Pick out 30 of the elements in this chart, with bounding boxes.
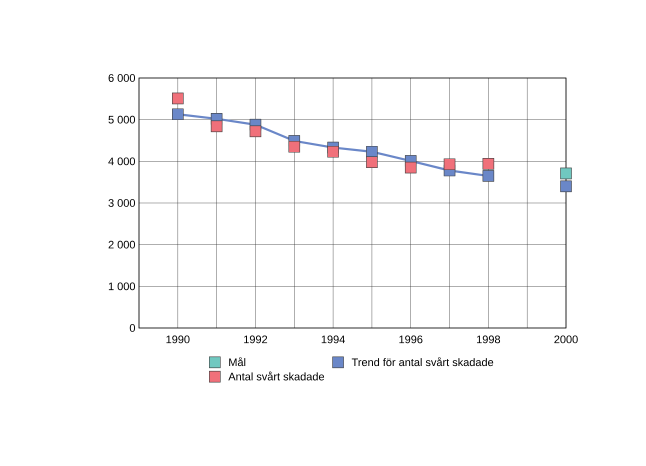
point	[210, 120, 222, 132]
point	[172, 92, 184, 104]
point	[560, 180, 572, 192]
point	[366, 146, 378, 158]
y-tick-label: 2 000	[108, 240, 136, 249]
point	[288, 140, 300, 153]
y-tick-label: 1 000	[108, 282, 136, 290]
point	[482, 158, 494, 170]
y-tick-label: 6 000	[108, 74, 136, 82]
point	[444, 158, 456, 170]
point	[366, 156, 378, 168]
legend-label: Mål	[229, 357, 246, 366]
point	[560, 168, 572, 180]
x-tick-label: 1998	[477, 336, 500, 344]
legend-label: Antal svårt skadade	[228, 372, 324, 380]
y-tick-label: 5 000	[108, 116, 136, 124]
point	[250, 126, 262, 138]
x-tick-label: 2000	[554, 336, 578, 344]
x-tick-label: 1992	[244, 336, 268, 344]
point	[327, 146, 339, 158]
x-tick-label: 1994	[322, 336, 345, 344]
x-tick-label: 1996	[399, 336, 422, 344]
y-tick-label: 3 000	[108, 199, 136, 207]
x-tick-label: 1990	[166, 336, 190, 344]
point	[482, 170, 494, 182]
y-tick-label: 4 000	[108, 157, 136, 166]
y-tick-label: 0	[130, 324, 136, 332]
point	[404, 162, 417, 174]
point	[172, 108, 184, 120]
legend-label: Trend för antal svårt skadade	[352, 357, 494, 366]
